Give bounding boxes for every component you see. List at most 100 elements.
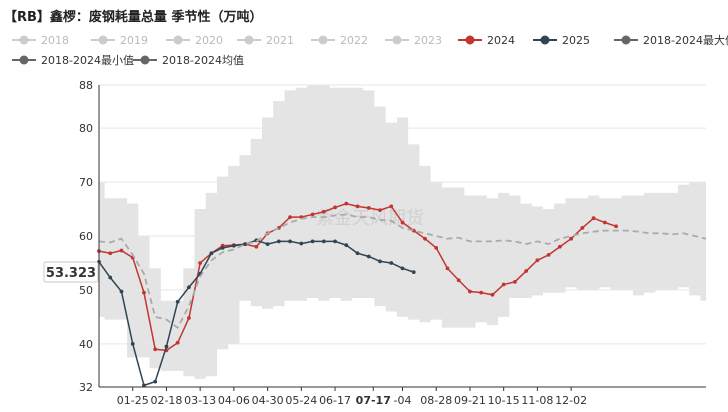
- y-tick-label: 60: [79, 230, 93, 243]
- y-tick-label: 50: [79, 284, 93, 297]
- point-2025: [310, 239, 315, 244]
- legend-label: 2018: [41, 34, 69, 47]
- legend-item-2024[interactable]: 2024: [458, 34, 515, 47]
- point-2025: [276, 239, 281, 244]
- legend-label: 2024: [487, 34, 515, 47]
- legend-label: 2022: [340, 34, 368, 47]
- legend-item-2018-2024[interactable]: 2018-2024均值: [133, 54, 244, 67]
- legend-item-2018-2024[interactable]: 2018-2024最小值: [12, 54, 134, 67]
- legend-item-2023[interactable]: 2023: [385, 34, 442, 47]
- point-2025: [231, 243, 236, 248]
- legend-label: 2018-2024最大值: [643, 33, 728, 47]
- point-2024: [366, 206, 371, 210]
- point-2024: [153, 347, 158, 352]
- legend-marker: [140, 55, 150, 65]
- legend-item-2021[interactable]: 2021: [237, 34, 294, 47]
- x-tick-label: 12-02: [555, 394, 587, 407]
- point-2024: [591, 216, 596, 221]
- point-2024: [187, 316, 191, 320]
- legend-item-2018[interactable]: 2018: [12, 34, 69, 47]
- point-2025: [243, 242, 248, 246]
- x-tick-label: 08-28: [420, 394, 452, 407]
- x-tick-label: -04: [394, 394, 412, 407]
- legend-marker: [318, 35, 328, 45]
- series-lines: [97, 201, 707, 388]
- point-2025: [344, 243, 349, 248]
- gridlines: [99, 84, 706, 345]
- point-2024: [569, 236, 574, 241]
- point-2024: [198, 261, 203, 265]
- band-area: [99, 85, 706, 379]
- point-2025: [175, 299, 180, 304]
- point-2025: [265, 242, 270, 246]
- y-value-marker-box: [43, 261, 99, 283]
- legend-label: 2021: [266, 34, 294, 47]
- y-tick-label: 32: [79, 381, 93, 394]
- point-2025: [389, 261, 394, 265]
- point-2025: [187, 285, 191, 290]
- x-tick-label: 07-17: [356, 394, 391, 407]
- legend-marker: [621, 35, 631, 45]
- point-2025: [288, 239, 292, 244]
- y-tick-label: 80: [79, 122, 93, 135]
- series-line-2018-2024: [98, 213, 707, 330]
- point-2024: [333, 205, 337, 210]
- legend-item-2020[interactable]: 2020: [166, 34, 223, 47]
- point-2024: [614, 224, 618, 229]
- chart-title: 【RB】鑫椤：废钢耗量总量 季节性（万吨）: [4, 10, 263, 25]
- point-2024: [355, 204, 360, 209]
- y-tick-label: 70: [79, 176, 93, 189]
- legend-marker: [19, 55, 29, 65]
- point-2024: [468, 289, 472, 294]
- x-tick-label: 03-13: [184, 394, 216, 407]
- x-tick-label: 09-21: [454, 394, 486, 407]
- point-2025: [153, 379, 158, 384]
- watermark: 紫金天风期货: [316, 208, 424, 229]
- legend-label: 2025: [562, 34, 590, 47]
- point-2024: [423, 236, 427, 241]
- point-2025: [130, 341, 135, 346]
- chart-legend: 2018 2019 2020 2021 2022 2023 2024 2025 2018-202…: [12, 33, 728, 67]
- point-2025: [366, 254, 371, 259]
- x-tick-label: 01-25: [117, 394, 149, 407]
- legend-item-2019[interactable]: 2019: [91, 34, 148, 47]
- x-tick-label: 02-18: [150, 394, 182, 407]
- point-2024: [108, 251, 113, 256]
- point-2025: [400, 266, 405, 271]
- legend-item-2018-2024[interactable]: 2018-2024最大值: [614, 33, 728, 47]
- legend-marker: [19, 35, 29, 45]
- point-2024: [501, 282, 506, 287]
- legend-item-2022[interactable]: 2022: [311, 34, 368, 47]
- point-2025: [142, 383, 146, 388]
- point-2024: [119, 248, 124, 253]
- legend-label: 2019: [120, 34, 148, 47]
- point-2024: [378, 208, 382, 213]
- point-2024: [142, 290, 146, 295]
- point-2025: [321, 239, 326, 244]
- point-2025: [119, 289, 124, 294]
- point-2025: [355, 251, 360, 256]
- point-2024: [490, 292, 495, 297]
- legend-label: 2020: [195, 34, 223, 47]
- legend-label: 2018-2024最小值: [41, 54, 134, 67]
- point-2024: [513, 279, 517, 284]
- legend-item-2025[interactable]: 2025: [533, 34, 590, 47]
- point-2024: [479, 290, 484, 295]
- legend-label: 2023: [414, 34, 442, 47]
- point-2025: [411, 270, 416, 275]
- x-tick-label: 06-17: [319, 394, 351, 407]
- point-2024: [310, 212, 315, 217]
- point-2024: [288, 215, 292, 220]
- point-2024: [546, 252, 551, 257]
- x-tick-label: 11-08: [521, 394, 553, 407]
- point-2024: [254, 244, 259, 249]
- x-tick-label: 04-30: [252, 394, 284, 407]
- min-max-band: [99, 85, 706, 379]
- point-2024: [445, 266, 450, 271]
- legend-marker: [392, 35, 402, 45]
- x-tick-label: 05-24: [285, 394, 317, 407]
- point-2025: [220, 245, 225, 250]
- legend-marker: [465, 35, 475, 45]
- point-2025: [378, 259, 382, 264]
- point-2024: [456, 278, 461, 283]
